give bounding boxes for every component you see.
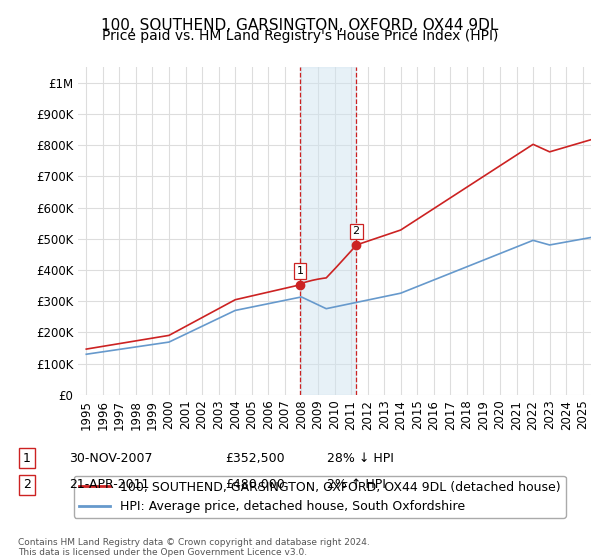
Legend: 100, SOUTHEND, GARSINGTON, OXFORD, OX44 9DL (detached house), HPI: Average price: 100, SOUTHEND, GARSINGTON, OXFORD, OX44 … [74,475,566,518]
Text: £352,500: £352,500 [225,451,284,465]
Text: 30-NOV-2007: 30-NOV-2007 [69,451,152,465]
Text: 21-APR-2011: 21-APR-2011 [69,478,149,492]
Text: Contains HM Land Registry data © Crown copyright and database right 2024.
This d: Contains HM Land Registry data © Crown c… [18,538,370,557]
Text: Price paid vs. HM Land Registry's House Price Index (HPI): Price paid vs. HM Land Registry's House … [102,29,498,43]
Bar [300,67,356,395]
Text: 1: 1 [296,266,304,276]
Text: 100, SOUTHEND, GARSINGTON, OXFORD, OX44 9DL: 100, SOUTHEND, GARSINGTON, OXFORD, OX44 … [101,18,499,33]
Text: 1: 1 [23,451,31,465]
Text: £480,000: £480,000 [225,478,285,492]
Text: 28% ↓ HPI: 28% ↓ HPI [327,451,394,465]
Text: 2% ↑ HPI: 2% ↑ HPI [327,478,386,492]
Text: 2: 2 [353,226,360,236]
Text: 2: 2 [23,478,31,492]
